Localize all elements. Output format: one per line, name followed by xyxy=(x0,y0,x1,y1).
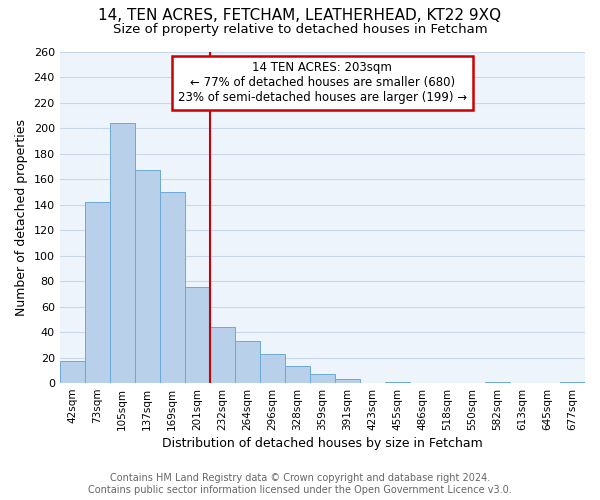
Bar xyxy=(59,362,85,383)
Bar xyxy=(185,288,210,383)
Text: 14, TEN ACRES, FETCHAM, LEATHERHEAD, KT22 9XQ: 14, TEN ACRES, FETCHAM, LEATHERHEAD, KT2… xyxy=(98,8,502,22)
Bar xyxy=(160,192,185,383)
Y-axis label: Number of detached properties: Number of detached properties xyxy=(15,119,28,316)
Bar xyxy=(560,382,585,383)
X-axis label: Distribution of detached houses by size in Fetcham: Distribution of detached houses by size … xyxy=(162,437,483,450)
Bar xyxy=(335,379,360,383)
Bar xyxy=(485,382,510,383)
Bar xyxy=(85,202,110,383)
Bar xyxy=(310,374,335,383)
Bar xyxy=(385,382,410,383)
Bar xyxy=(210,327,235,383)
Text: 14 TEN ACRES: 203sqm
← 77% of detached houses are smaller (680)
23% of semi-deta: 14 TEN ACRES: 203sqm ← 77% of detached h… xyxy=(178,62,467,104)
Bar xyxy=(285,366,310,383)
Bar xyxy=(135,170,160,383)
Bar xyxy=(260,354,285,383)
Text: Contains HM Land Registry data © Crown copyright and database right 2024.
Contai: Contains HM Land Registry data © Crown c… xyxy=(88,474,512,495)
Bar xyxy=(235,341,260,383)
Bar xyxy=(110,123,135,383)
Text: Size of property relative to detached houses in Fetcham: Size of property relative to detached ho… xyxy=(113,22,487,36)
